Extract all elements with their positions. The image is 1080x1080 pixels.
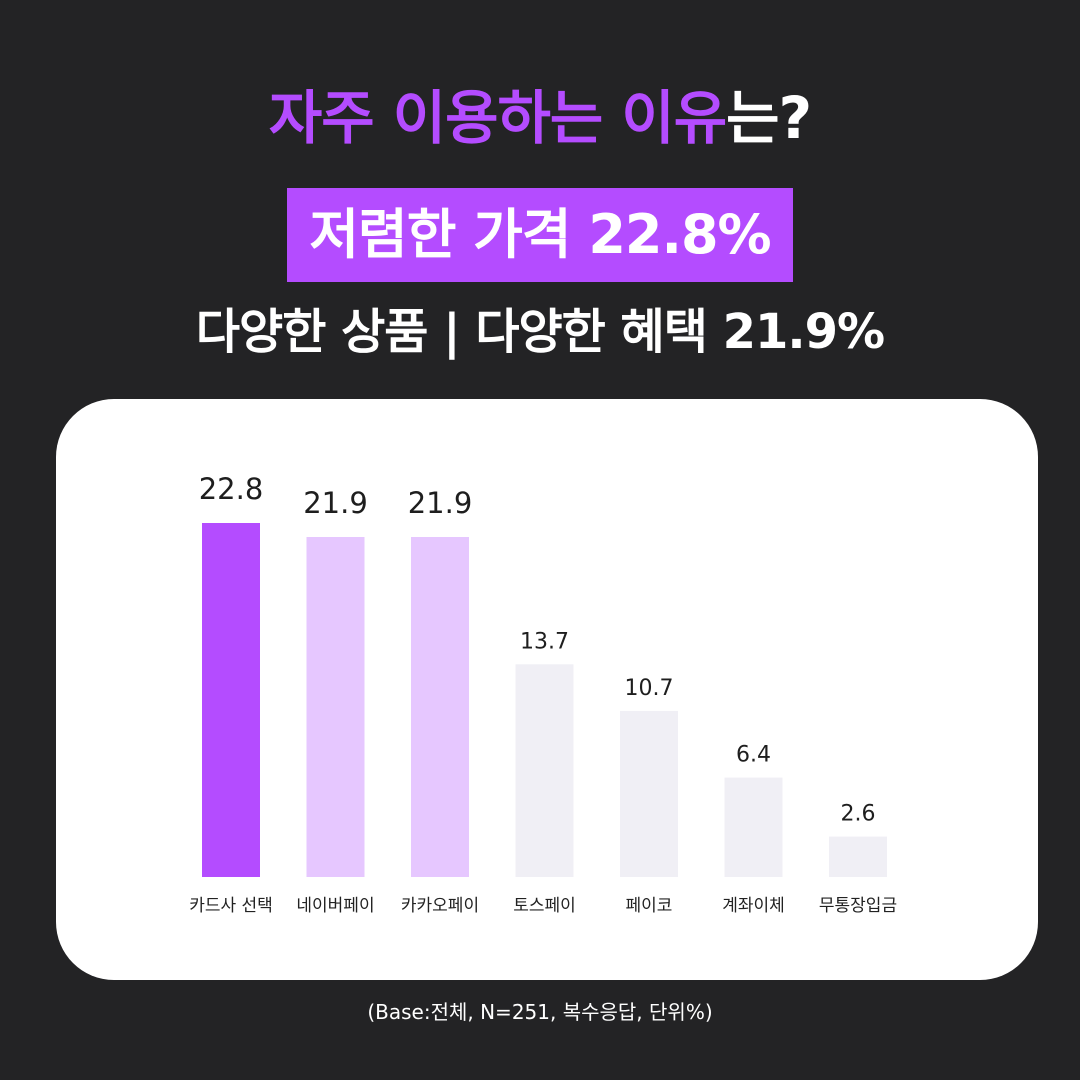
- page-title: 자주 이용하는 이유는?: [0, 78, 1080, 158]
- category-label-7: 무통장입금: [819, 896, 897, 916]
- highlight-badge: 저렴한 가격 22.8%: [287, 188, 793, 282]
- bar-4: [515, 664, 574, 877]
- category-label-2: 네이버페이: [296, 896, 374, 916]
- bar-3: [411, 537, 469, 877]
- category-label-6: 계좌이체: [722, 896, 785, 916]
- title-highlight: 자주 이용하는 이유: [268, 84, 727, 152]
- category-label-5: 페이코: [626, 896, 673, 916]
- bar-7: [829, 836, 887, 877]
- bar-6: [724, 777, 783, 877]
- value-label-5: 10.7: [625, 676, 674, 701]
- value-label-7: 2.6: [841, 802, 876, 827]
- category-label-4: 토스페이: [513, 896, 576, 916]
- subtitle: 다양한 상품 | 다양한 혜택 21.9%: [195, 304, 885, 360]
- footnote: (Base:전체, N=251, 복수응답, 단위%): [367, 1000, 713, 1024]
- value-label-1: 22.8: [199, 472, 264, 506]
- bar-2: [306, 537, 365, 877]
- highlight-badge-wrap: 저렴한 가격 22.8%: [0, 188, 1080, 282]
- value-label-6: 6.4: [736, 743, 771, 768]
- value-label-2: 21.9: [303, 486, 368, 520]
- category-label-3: 카카오페이: [401, 896, 479, 916]
- category-label-1: 카드사 선택: [189, 896, 273, 916]
- value-label-3: 21.9: [408, 486, 473, 520]
- bar-5: [620, 710, 678, 877]
- chart-card: 22.8 카드사 선택 21.9 네이버페이 21.9 카카오페이 13.7 토스페이 10.7…: [56, 399, 1038, 980]
- bar-chart: 22.8 카드사 선택 21.9 네이버페이 21.9 카카오페이 13.7 토스페이 10.7…: [189, 472, 897, 916]
- value-label-4: 13.7: [520, 629, 569, 654]
- bar-1: [202, 523, 260, 877]
- title-rest: 는?: [726, 84, 812, 152]
